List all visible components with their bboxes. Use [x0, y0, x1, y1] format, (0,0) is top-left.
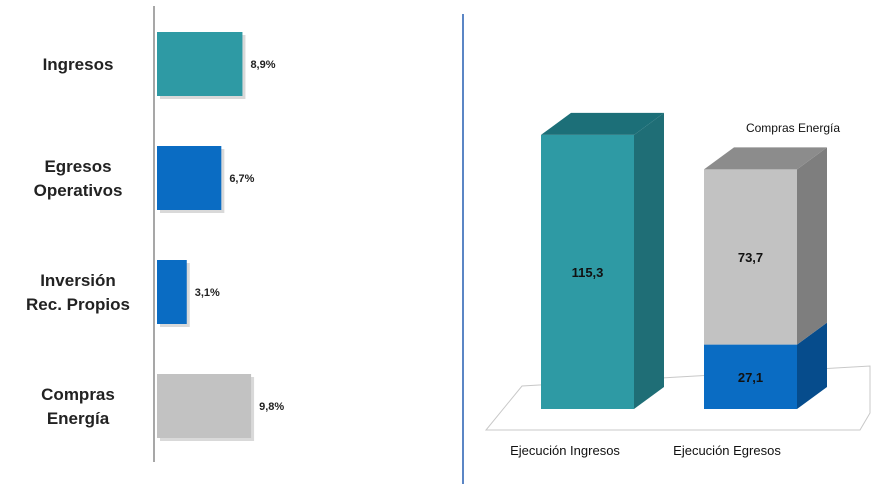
category-label: Operativos [34, 181, 123, 200]
category-label: Egresos [44, 157, 111, 176]
bar [157, 32, 243, 96]
x-tick-label: Ejecución Ingresos [510, 443, 620, 458]
data-label: 27,1 [738, 370, 763, 385]
data-label: 73,7 [738, 250, 763, 265]
bar-segment [704, 344, 797, 409]
category-label: Rec. Propios [26, 295, 130, 314]
bar [157, 260, 187, 324]
floor-plane [484, 365, 871, 431]
bar-segment-top [704, 147, 827, 170]
bar [157, 374, 252, 438]
data-label: 8,9% [250, 59, 275, 71]
category-label: Ingresos [43, 55, 114, 74]
data-label: 6,7% [229, 173, 254, 185]
x-tick-label: Ejecución Egresos [673, 443, 781, 458]
bar-segment-side [797, 322, 827, 409]
bar-segment-top [541, 112, 664, 135]
category-label: Compras [41, 385, 115, 404]
data-label: 3,1% [195, 287, 220, 299]
data-label: 115,3 [572, 265, 604, 280]
series-label-compras-energia: Compras Energía [746, 121, 840, 135]
category-label: Energía [47, 409, 110, 428]
bar-segment [704, 169, 797, 345]
category-label: Inversión [40, 271, 116, 290]
bar-segment [541, 134, 634, 410]
bar-segment-side [634, 112, 664, 410]
bar [157, 146, 222, 210]
chart-divider [462, 14, 464, 484]
bar-segment-side [797, 147, 827, 345]
data-label: 9,8% [259, 401, 284, 413]
